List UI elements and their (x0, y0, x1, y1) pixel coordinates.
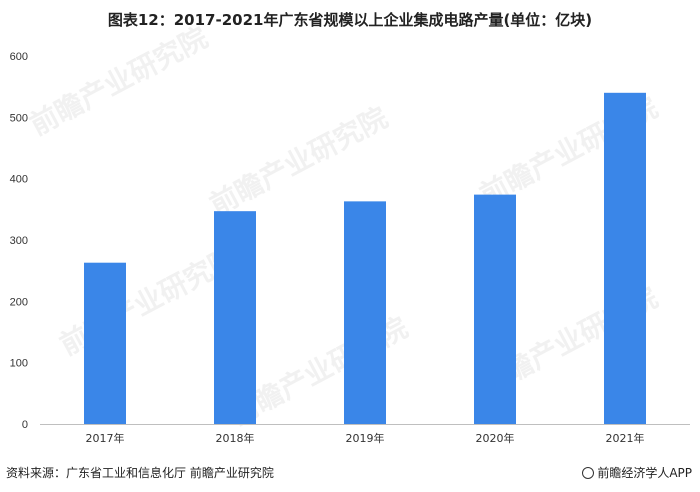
x-tick-label: 2019年 (346, 431, 385, 445)
bar-2020年 (474, 194, 516, 424)
y-tick-label: 600 (10, 51, 28, 63)
brand-label: 前瞻经济学人APP (582, 464, 692, 481)
x-tick-label: 2017年 (86, 431, 125, 445)
x-tick-label: 2018年 (216, 431, 255, 445)
bar-2021年 (604, 92, 646, 425)
brand-text: 前瞻经济学人APP (597, 466, 692, 480)
bar-2018年 (214, 211, 256, 424)
y-tick-label: 200 (10, 296, 28, 308)
bar-2019年 (344, 201, 386, 424)
brand-logo-icon (582, 467, 595, 479)
source-note: 资料来源：广东省工业和信息化厅 前瞻产业研究院 (6, 466, 274, 480)
y-tick-label: 300 (10, 235, 28, 247)
bars (84, 92, 646, 425)
x-tick-label: 2021年 (606, 431, 645, 445)
x-axis-ticks: 2017年 2018年 2019年 2020年 2021年 (86, 431, 645, 445)
y-tick-label: 500 (10, 112, 28, 124)
y-axis-ticks: 0 100 200 300 400 500 600 (10, 51, 28, 431)
chart-title: 图表12：2017-2021年广东省规模以上企业集成电路产量(单位：亿块) (107, 11, 593, 29)
x-tick-label: 2020年 (476, 431, 515, 445)
y-tick-label: 400 (10, 174, 28, 186)
y-tick-label: 100 (10, 358, 28, 370)
y-tick-label: 0 (22, 419, 28, 431)
bar-2017年 (84, 262, 126, 424)
